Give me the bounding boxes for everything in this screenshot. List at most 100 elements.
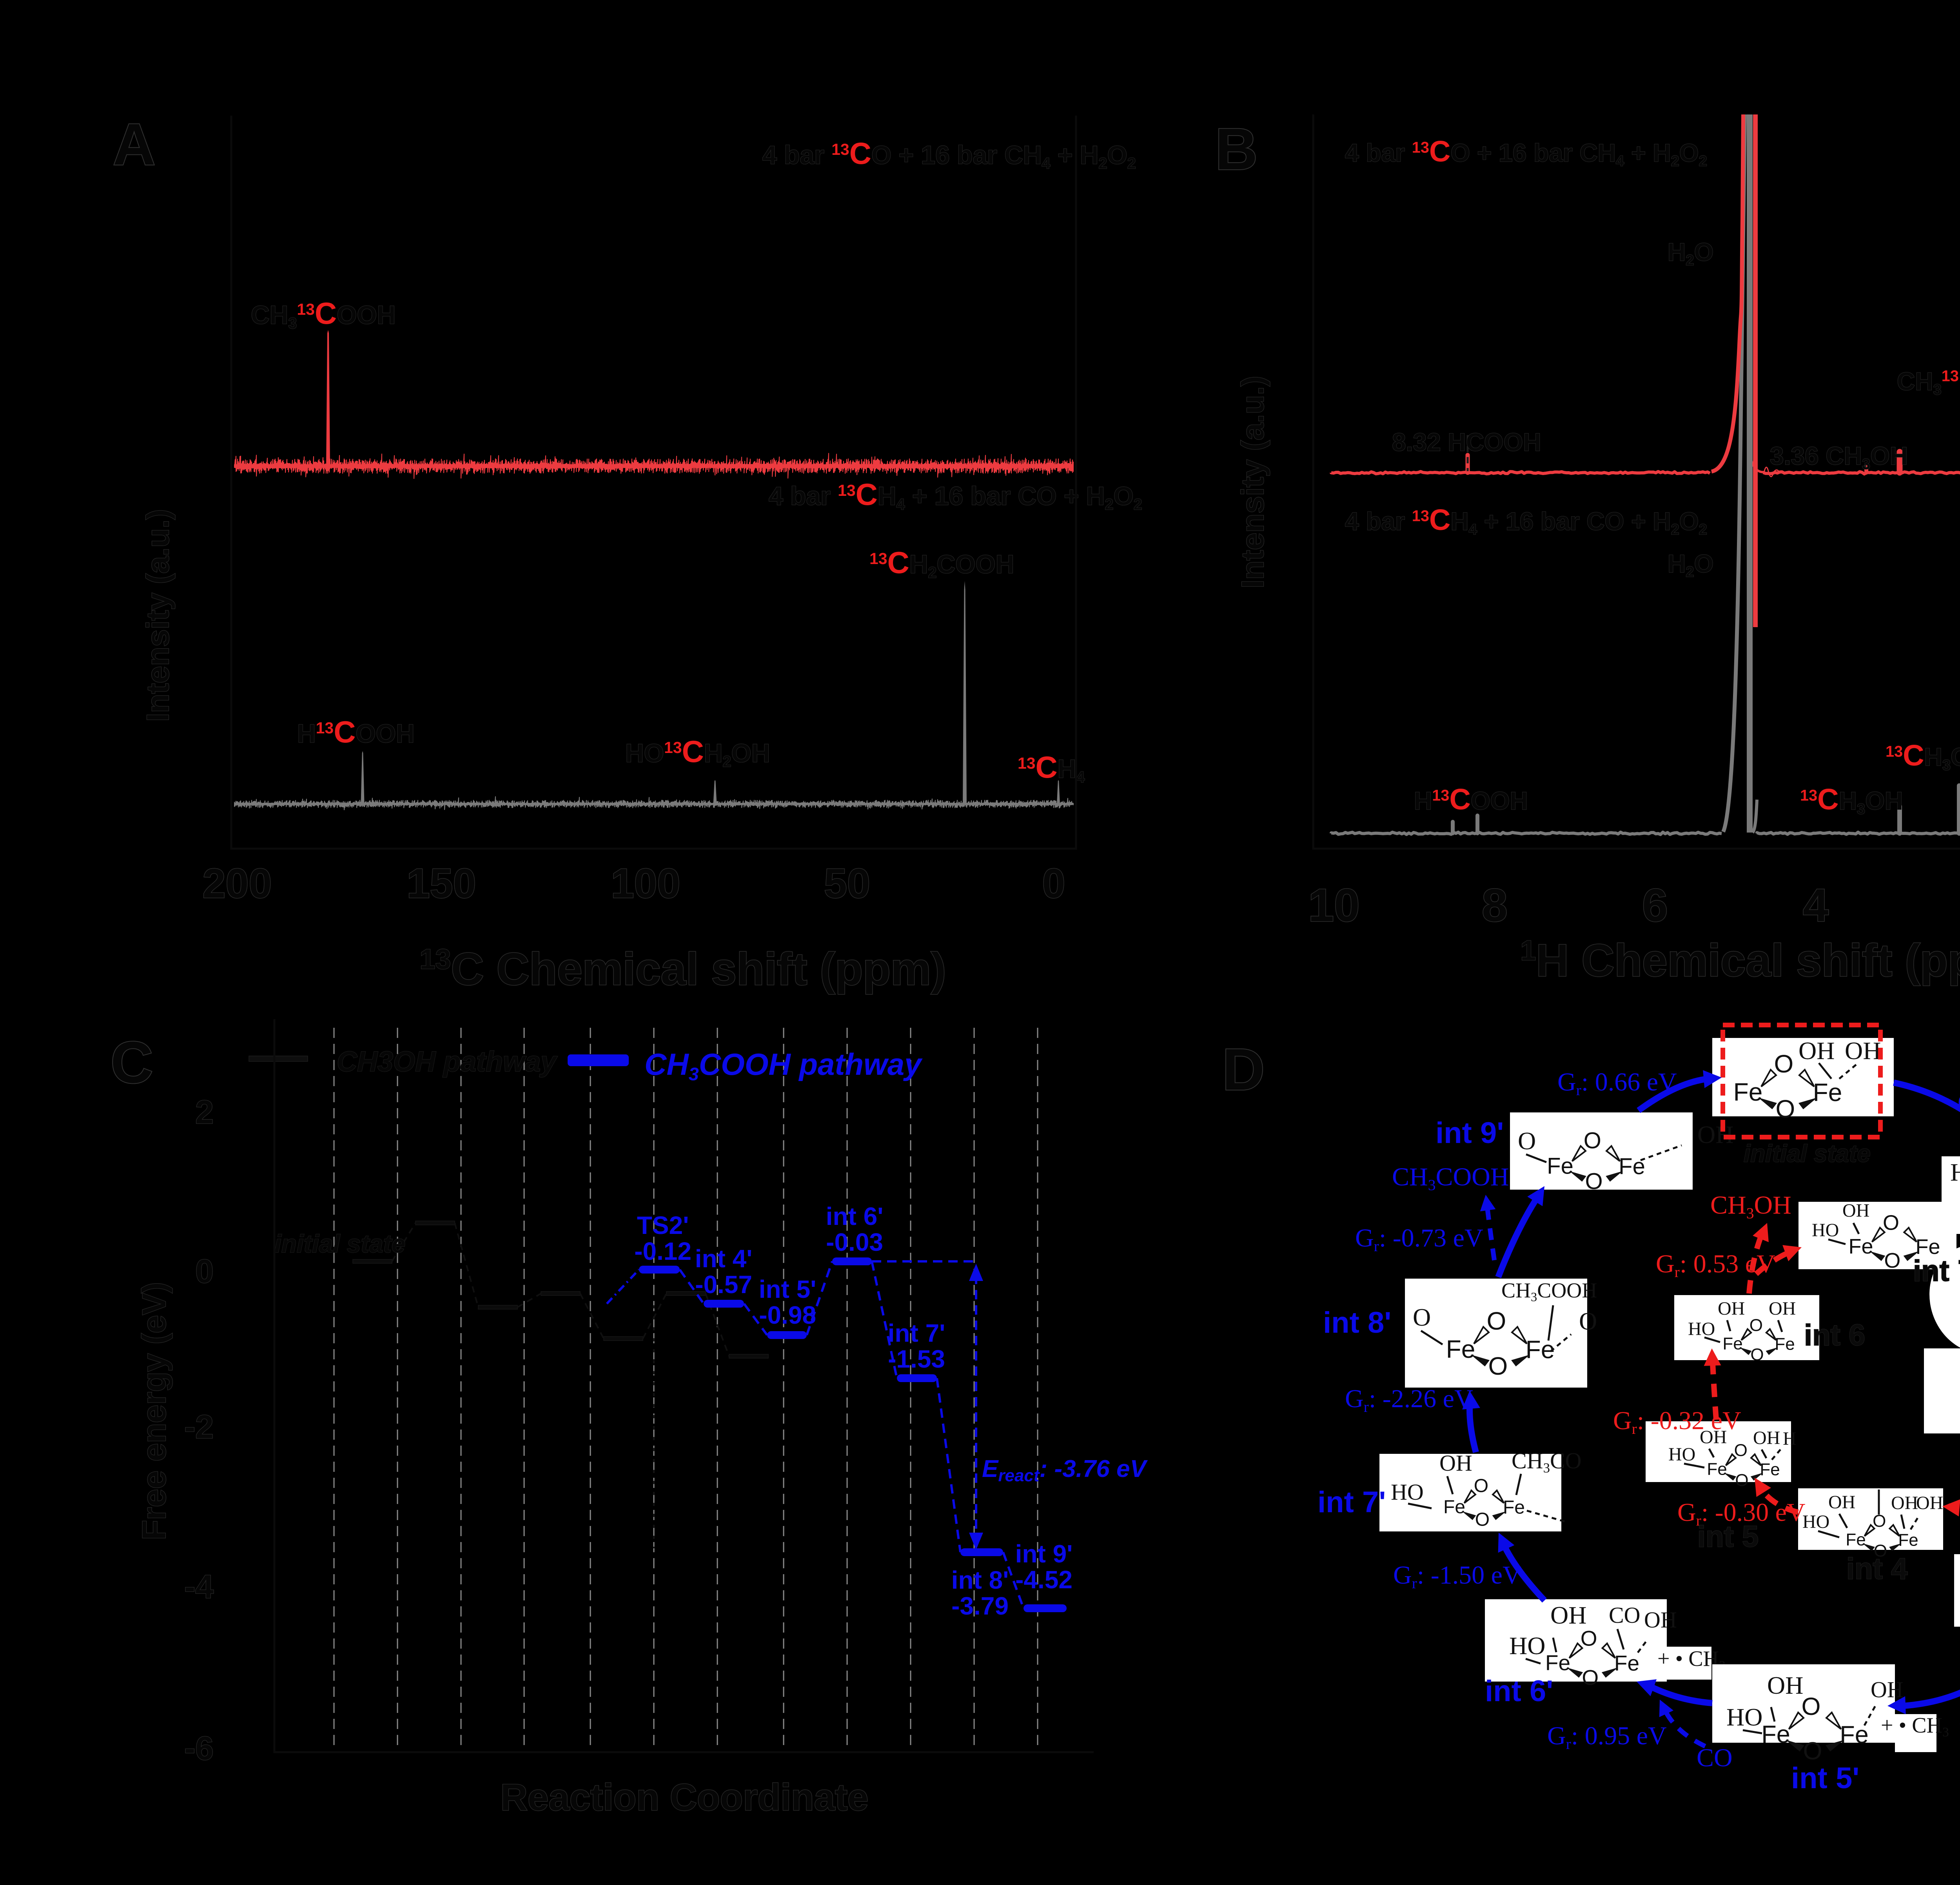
svg-text:O: O [1581, 1626, 1597, 1651]
svg-text:CH3COOH: CH3COOH [1501, 1279, 1597, 1304]
svg-text:H2O: H2O [1959, 1718, 1960, 1749]
svg-text:O: O [1518, 1127, 1536, 1155]
svg-text:CH313COOH: CH313COOH [251, 296, 396, 332]
svg-text:int 7: int 7 [1913, 1254, 1960, 1288]
svg-text:Gr: -0.30 eV: Gr: -0.30 eV [1677, 1498, 1806, 1529]
svg-text:O: O [1735, 1471, 1748, 1490]
svg-text:initial state: initial state [1744, 1140, 1871, 1167]
svg-text:Fe: Fe [1503, 1497, 1525, 1518]
svg-text:CH3OH pathway: CH3OH pathway [337, 1046, 558, 1078]
svg-text:Ereact: -3.76 eV: Ereact: -3.76 eV [982, 1455, 1148, 1485]
svg-text:int 9': int 9' [1436, 1116, 1504, 1150]
svg-text:A: A [113, 111, 155, 177]
svg-text:OH: OH [1769, 1298, 1796, 1319]
svg-text:D: D [1222, 1036, 1265, 1102]
svg-text:Intensity (a.u.): Intensity (a.u.) [1235, 376, 1270, 588]
svg-text:8: 8 [1482, 880, 1508, 931]
svg-text:HO: HO [1812, 1220, 1839, 1241]
svg-text:200: 200 [203, 860, 272, 907]
svg-text:100: 100 [611, 860, 681, 907]
svg-text:O: O [1579, 1307, 1597, 1335]
svg-text:Fe: Fe [1915, 1235, 1940, 1259]
svg-text:Intensity (a.u.): Intensity (a.u.) [140, 509, 175, 722]
svg-text:int 8': int 8' [951, 1566, 1009, 1594]
svg-text:Fe: Fe [1722, 1334, 1742, 1353]
svg-text:OH: OH [1842, 1200, 1869, 1221]
svg-text:Fe: Fe [1614, 1651, 1639, 1675]
svg-text:HO: HO [1802, 1511, 1829, 1532]
svg-text:O: O [1874, 1541, 1887, 1560]
svg-text:CH3COOH pathway: CH3COOH pathway [644, 1047, 923, 1084]
svg-text:O: O [1582, 1665, 1599, 1689]
svg-text:O: O [1488, 1352, 1508, 1380]
svg-text:initial state: initial state [274, 1230, 405, 1258]
svg-text:Fe: Fe [1545, 1651, 1570, 1675]
svg-text:OH: OH [1753, 1428, 1780, 1448]
svg-text:H2O2: H2O2 [1950, 1158, 1960, 1189]
svg-text:Gr: -0.62 eV: Gr: -0.62 eV [1958, 1088, 1960, 1119]
svg-text:-4.52: -4.52 [1015, 1566, 1073, 1594]
svg-text:HO: HO [1509, 1632, 1545, 1660]
svg-text:int 6': int 6' [826, 1202, 884, 1230]
svg-text:Gr: 0.95 eV: Gr: 0.95 eV [1547, 1722, 1667, 1753]
svg-text:O: O [1803, 1737, 1822, 1765]
svg-text:O: O [1584, 1128, 1601, 1154]
svg-text:Gr: -1.50 eV: Gr: -1.50 eV [1393, 1561, 1521, 1592]
svg-text:OH: OH [1718, 1298, 1745, 1319]
svg-text:Fe: Fe [1526, 1335, 1555, 1364]
svg-text:H2O: H2O [1668, 238, 1713, 269]
svg-text:OH: OH [1697, 1121, 1733, 1148]
svg-text:+ • CH3: + • CH3 [1881, 1713, 1949, 1740]
svg-text:Fe: Fe [1760, 1460, 1780, 1479]
svg-text:Fe: Fe [1733, 1078, 1763, 1106]
svg-text:int 4': int 4' [695, 1245, 753, 1273]
svg-text:int 5: int 5 [1697, 1520, 1759, 1553]
svg-text:Reaction Coordinate: Reaction Coordinate [501, 1776, 869, 1818]
svg-text:int 5': int 5' [759, 1275, 817, 1303]
svg-text:6: 6 [1642, 880, 1668, 931]
svg-text:Fe: Fe [1443, 1497, 1465, 1518]
svg-text:8.32 HCOOH: 8.32 HCOOH [1392, 428, 1541, 456]
svg-text:CO: CO [1697, 1743, 1733, 1772]
svg-text:O: O [1801, 1693, 1820, 1720]
svg-text:-1.53: -1.53 [888, 1345, 945, 1373]
svg-text:-0.98: -0.98 [759, 1301, 816, 1329]
svg-text:3.36 CH3OH: 3.36 CH3OH [1770, 442, 1908, 473]
svg-text:0: 0 [195, 1253, 214, 1290]
svg-text:O: O [1749, 1315, 1763, 1335]
svg-text:CH3CO: CH3CO [1512, 1448, 1582, 1475]
svg-text:O: O [1475, 1509, 1490, 1530]
svg-text:OH: OH [1891, 1493, 1918, 1513]
svg-text:Gr: 0.53 eV: Gr: 0.53 eV [1656, 1250, 1775, 1281]
svg-text:13CH2COOH: 13CH2COOH [869, 546, 1014, 581]
svg-text:0: 0 [1042, 860, 1065, 907]
svg-text:OH: OH [1916, 1493, 1943, 1513]
svg-text:-3.79: -3.79 [951, 1592, 1009, 1620]
svg-text:B: B [1215, 116, 1258, 182]
svg-text:-0.12: -0.12 [634, 1237, 691, 1265]
svg-text:O: O [1413, 1303, 1431, 1331]
svg-text:OH: OH [1550, 1601, 1586, 1629]
svg-text:H13COOH: H13COOH [297, 715, 415, 749]
svg-text:Fe: Fe [1619, 1154, 1645, 1179]
svg-text:Fe: Fe [1898, 1531, 1918, 1550]
svg-text:-6: -6 [184, 1730, 214, 1767]
svg-text:OH: OH [1828, 1492, 1855, 1513]
svg-text:CH3OH: CH3OH [1710, 1191, 1791, 1222]
svg-text:int 4: int 4 [1846, 1552, 1907, 1586]
svg-text:13C Chemical shift (ppm): 13C Chemical shift (ppm) [419, 943, 946, 994]
svg-text:4: 4 [1803, 880, 1829, 931]
svg-text:13CH4: 13CH4 [1018, 750, 1085, 786]
svg-text:-0.03: -0.03 [826, 1228, 883, 1256]
svg-text:150: 150 [407, 860, 476, 907]
svg-text:HO13CH2OH: HO13CH2OH [625, 735, 770, 770]
svg-text:O: O [1774, 1050, 1793, 1078]
svg-text:TS2': TS2' [637, 1211, 689, 1239]
svg-text:C: C [111, 1029, 153, 1095]
svg-text:Fe: Fe [1761, 1721, 1790, 1748]
svg-text:CO: CO [1609, 1602, 1641, 1628]
svg-text:CH3COOH: CH3COOH [1392, 1163, 1509, 1194]
svg-text:4 bar 13CO + 16 bar CH4 + H2O2: 4 bar 13CO + 16 bar CH4 + H2O2 [1345, 135, 1707, 170]
svg-text:int 7': int 7' [1318, 1486, 1386, 1519]
svg-text:O: O [1883, 1211, 1899, 1234]
